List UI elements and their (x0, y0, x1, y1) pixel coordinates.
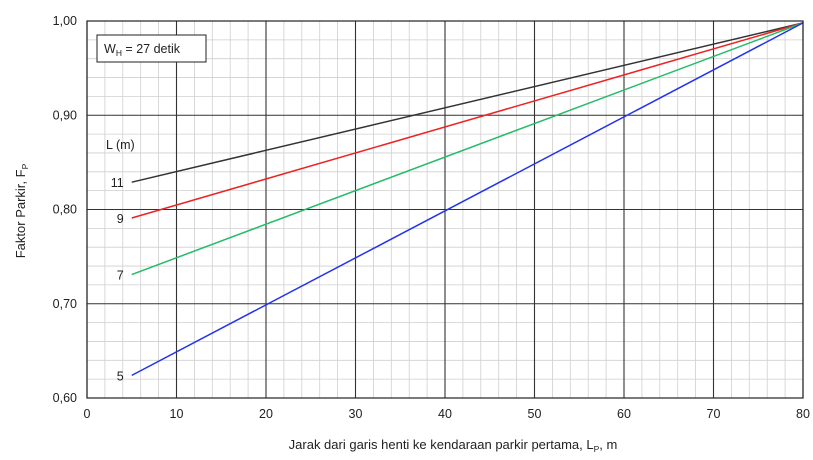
y-tick-labels: 0,60 0,70 0,80 0,90 1,00 (53, 14, 77, 405)
y-tick-label: 1,00 (53, 14, 77, 28)
x-tick-label: 30 (349, 407, 363, 421)
x-tick-label: 50 (528, 407, 542, 421)
y-tick-label: 0,70 (53, 297, 77, 311)
series-line-11 (131, 22, 804, 183)
series-lines (131, 22, 804, 377)
series-label-9: 9 (117, 212, 124, 226)
y-axis-title: Faktor Parkir, FP (13, 163, 30, 258)
series-labels: 11 9 7 5 (111, 176, 124, 383)
x-tick-label: 0 (84, 407, 91, 421)
x-tick-label: 60 (617, 407, 631, 421)
y-tick-label: 0,90 (53, 108, 77, 122)
x-tick-label: 70 (707, 407, 721, 421)
y-tick-label: 0,80 (53, 203, 77, 217)
x-tick-label: 40 (438, 407, 452, 421)
series-label-11: 11 (111, 176, 124, 190)
x-tick-label: 20 (259, 407, 273, 421)
series-line-5 (131, 22, 804, 377)
plot-frame (86, 20, 804, 399)
x-tick-label: 10 (170, 407, 184, 421)
annotation-text: WH = 27 detik (104, 42, 181, 58)
x-axis-title: Jarak dari garis henti ke kendaraan park… (289, 437, 618, 454)
annotation-box (96, 34, 207, 63)
series-title: L (m) (106, 138, 135, 152)
series-line-7 (131, 22, 804, 276)
x-tick-label: 80 (796, 407, 810, 421)
series-label-5: 5 (117, 369, 124, 383)
series-label-7: 7 (117, 269, 124, 283)
series-line-9 (131, 22, 804, 219)
y-tick-label: 0,60 (53, 391, 77, 405)
x-tick-labels: 0 10 20 30 40 50 60 70 80 (84, 407, 810, 421)
